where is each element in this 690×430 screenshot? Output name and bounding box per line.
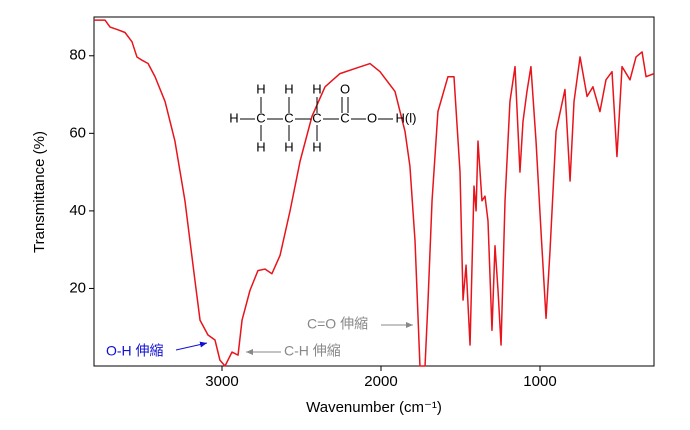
annotation: O-H 伸縮	[106, 343, 164, 359]
spectrum-line	[94, 19, 655, 367]
atom: H	[312, 139, 321, 154]
atom: C	[312, 110, 321, 125]
x-tick-label: 2000	[364, 373, 397, 390]
atom: O	[340, 81, 350, 96]
atom: C	[256, 110, 265, 125]
y-axis-label: Transmittance (%)	[31, 131, 48, 253]
atom: H	[284, 139, 293, 154]
atom: H	[256, 139, 265, 154]
atom: H(l)	[396, 110, 417, 125]
atom: H	[312, 81, 321, 96]
atom: C	[284, 110, 293, 125]
x-tick-label: 1000	[523, 373, 556, 390]
annotation: C=O 伸縮	[307, 316, 368, 332]
y-tick-label: 60	[69, 124, 86, 141]
atom: H	[284, 81, 293, 96]
y-tick-label: 20	[69, 279, 86, 296]
annotation-arrow	[175, 341, 208, 351]
y-tick-label: 40	[69, 202, 86, 219]
atom: C	[340, 110, 349, 125]
annotation: C-H 伸縮	[284, 343, 341, 359]
atom: H	[229, 110, 238, 125]
atom: O	[367, 110, 377, 125]
atom: H	[256, 81, 265, 96]
plot-frame	[93, 16, 655, 367]
x-tick-label: 3000	[205, 373, 238, 390]
y-tick-label: 80	[69, 47, 86, 64]
x-axis-label: Wavenumber (cm⁻¹)	[306, 399, 442, 416]
